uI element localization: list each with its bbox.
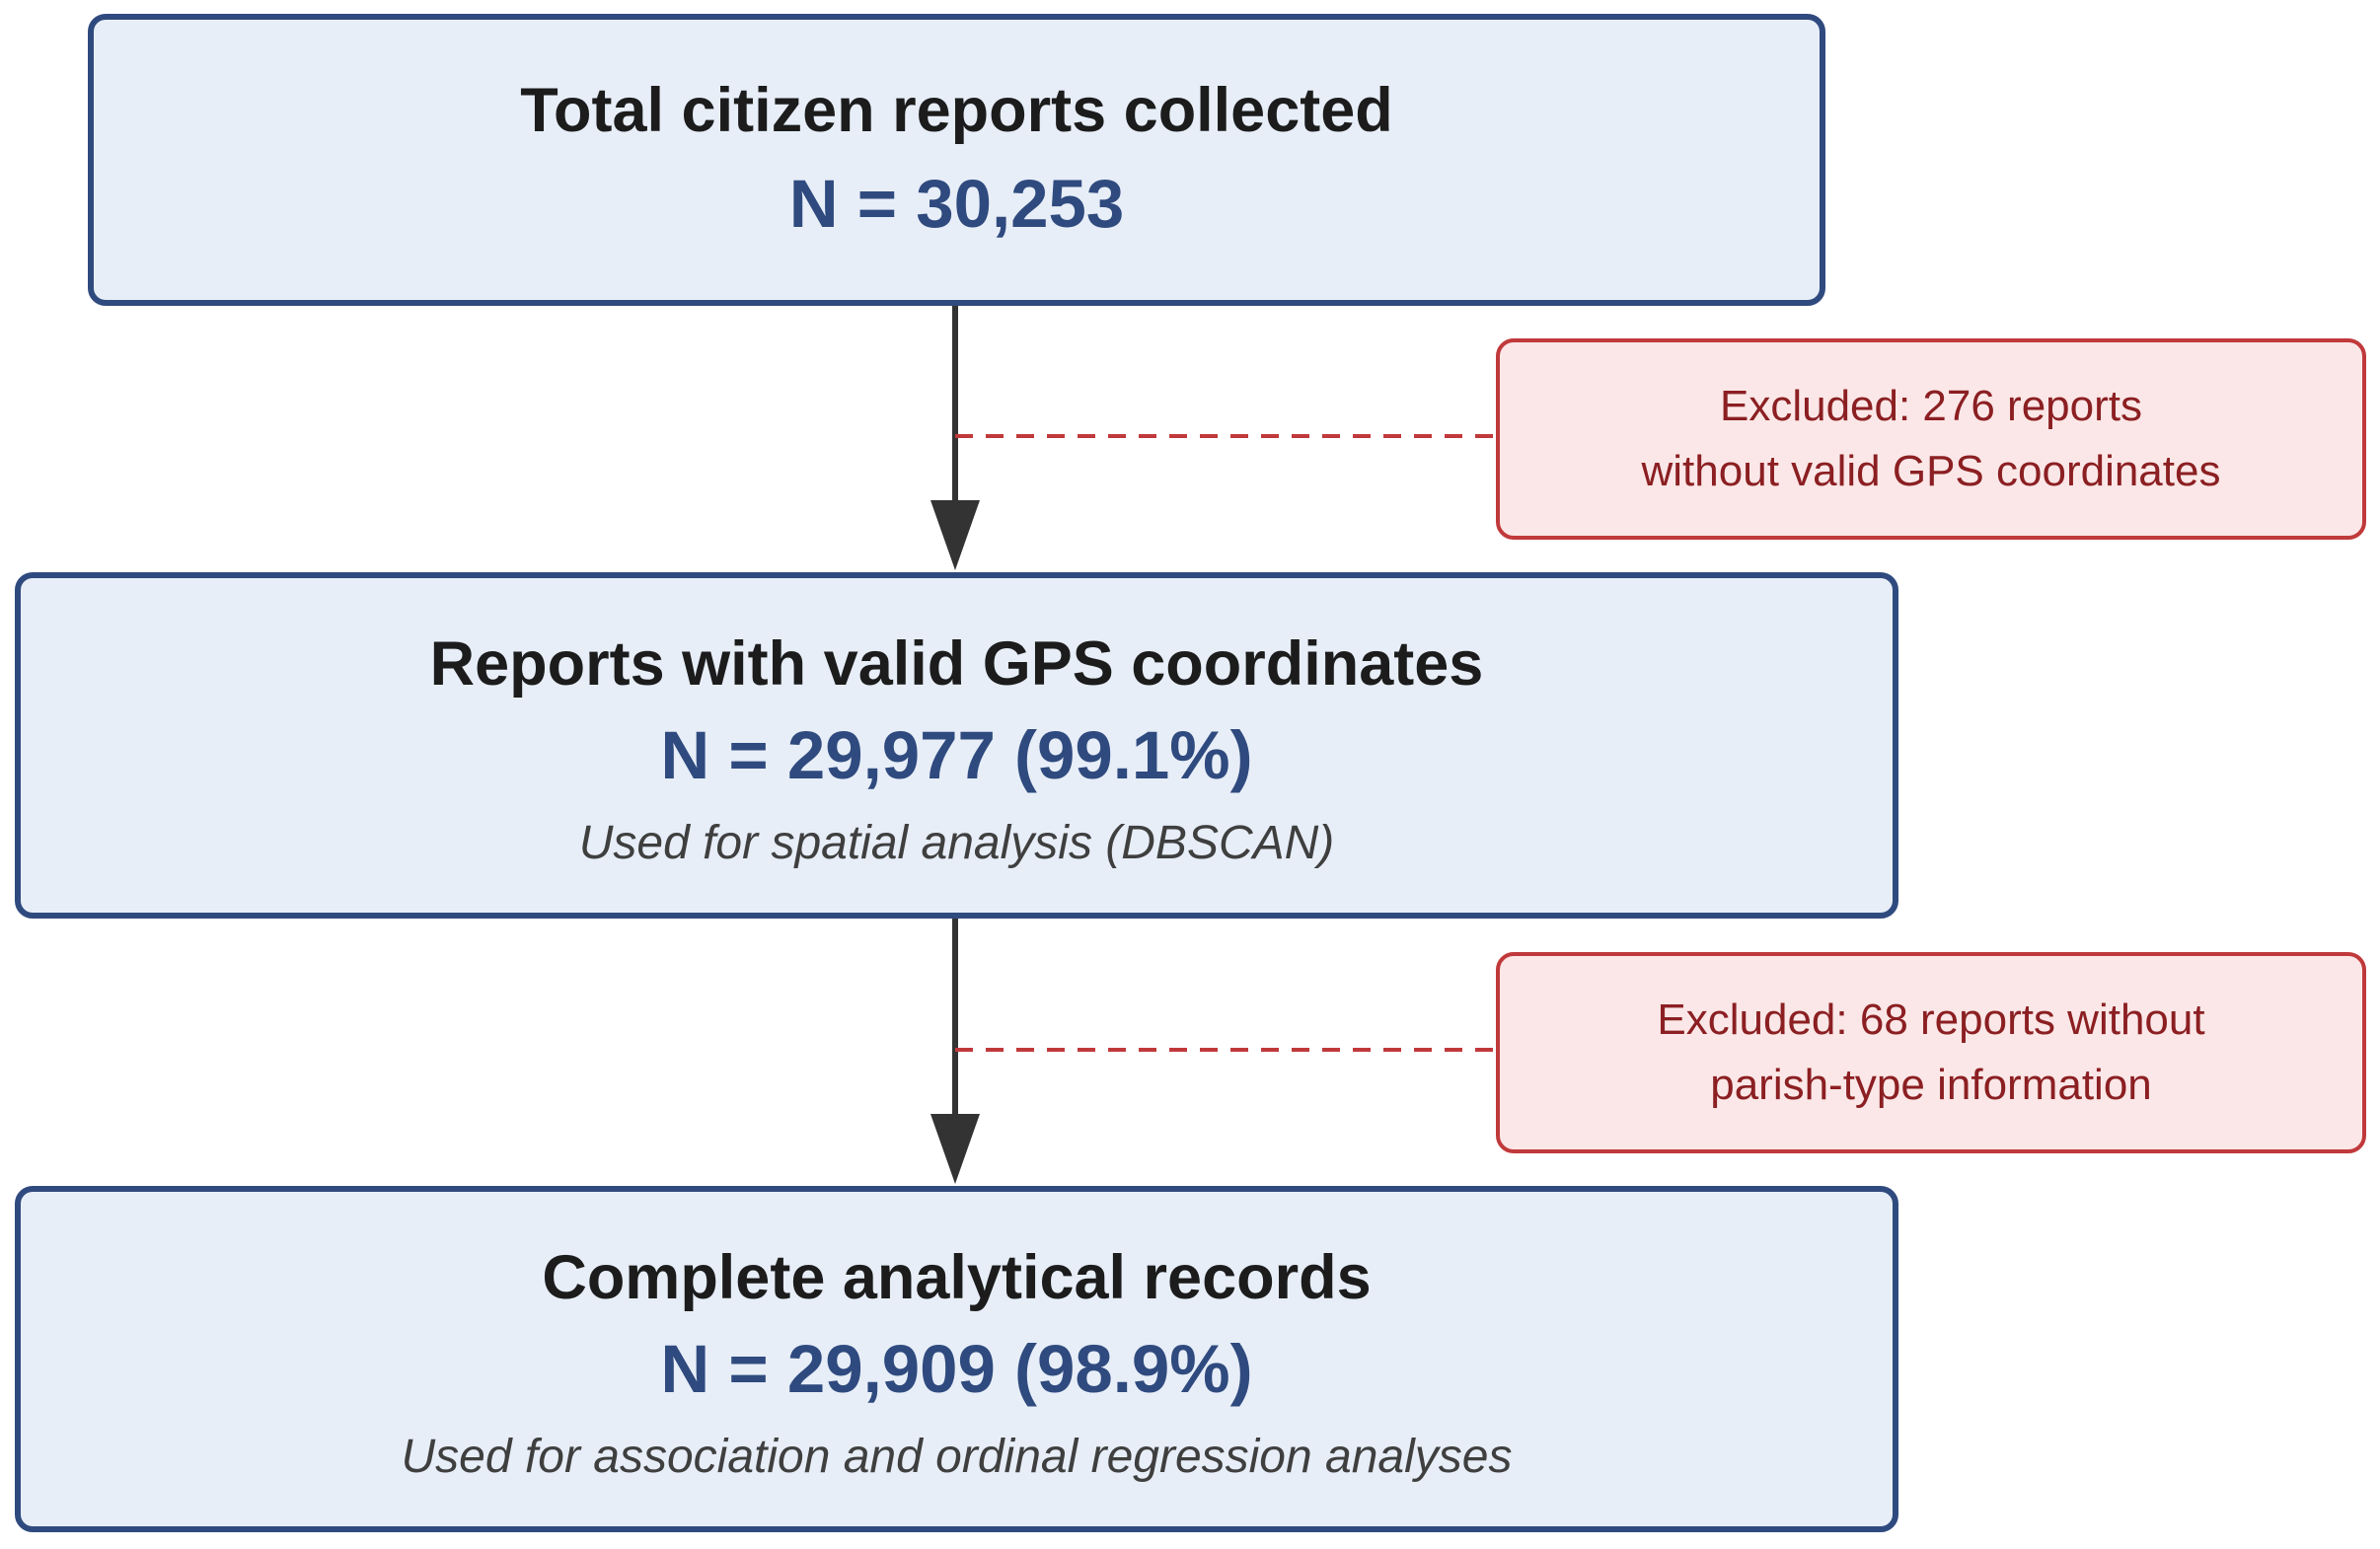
flow-step-complete-records: Complete analytical records N = 29,909 (…: [15, 1186, 1898, 1532]
step-count: N = 30,253: [788, 166, 1125, 243]
step-title: Complete analytical records: [542, 1242, 1372, 1312]
exclusion-line: Excluded: 68 reports without: [1657, 996, 2205, 1044]
step-count: N = 29,909 (98.9%): [660, 1331, 1253, 1408]
flow-step-valid-gps: Reports with valid GPS coordinates N = 2…: [15, 572, 1898, 919]
exclusion-line: without valid GPS coordinates: [1641, 447, 2221, 495]
step-title: Reports with valid GPS coordinates: [429, 628, 1484, 699]
flow-step-total-reports: Total citizen reports collected N = 30,2…: [88, 14, 1825, 306]
exclusion-box-gps: Excluded: 276 reports without valid GPS …: [1496, 338, 2366, 540]
step-count: N = 29,977 (99.1%): [660, 717, 1253, 794]
exclusion-text: Excluded: 68 reports without parish-type…: [1657, 988, 2204, 1118]
exclusion-line: parish-type information: [1710, 1061, 2152, 1109]
step-title: Total citizen reports collected: [520, 75, 1393, 145]
step-note: Used for spatial analysis (DBSCAN): [578, 816, 1335, 869]
exclusion-box-parish: Excluded: 68 reports without parish-type…: [1496, 952, 2366, 1153]
exclusion-text: Excluded: 276 reports without valid GPS …: [1642, 374, 2221, 504]
flow-arrow-1-head: [930, 500, 980, 570]
step-note: Used for association and ordinal regress…: [401, 1430, 1513, 1483]
flow-arrow-2-head: [930, 1114, 980, 1184]
exclusion-line: Excluded: 276 reports: [1719, 382, 2143, 430]
